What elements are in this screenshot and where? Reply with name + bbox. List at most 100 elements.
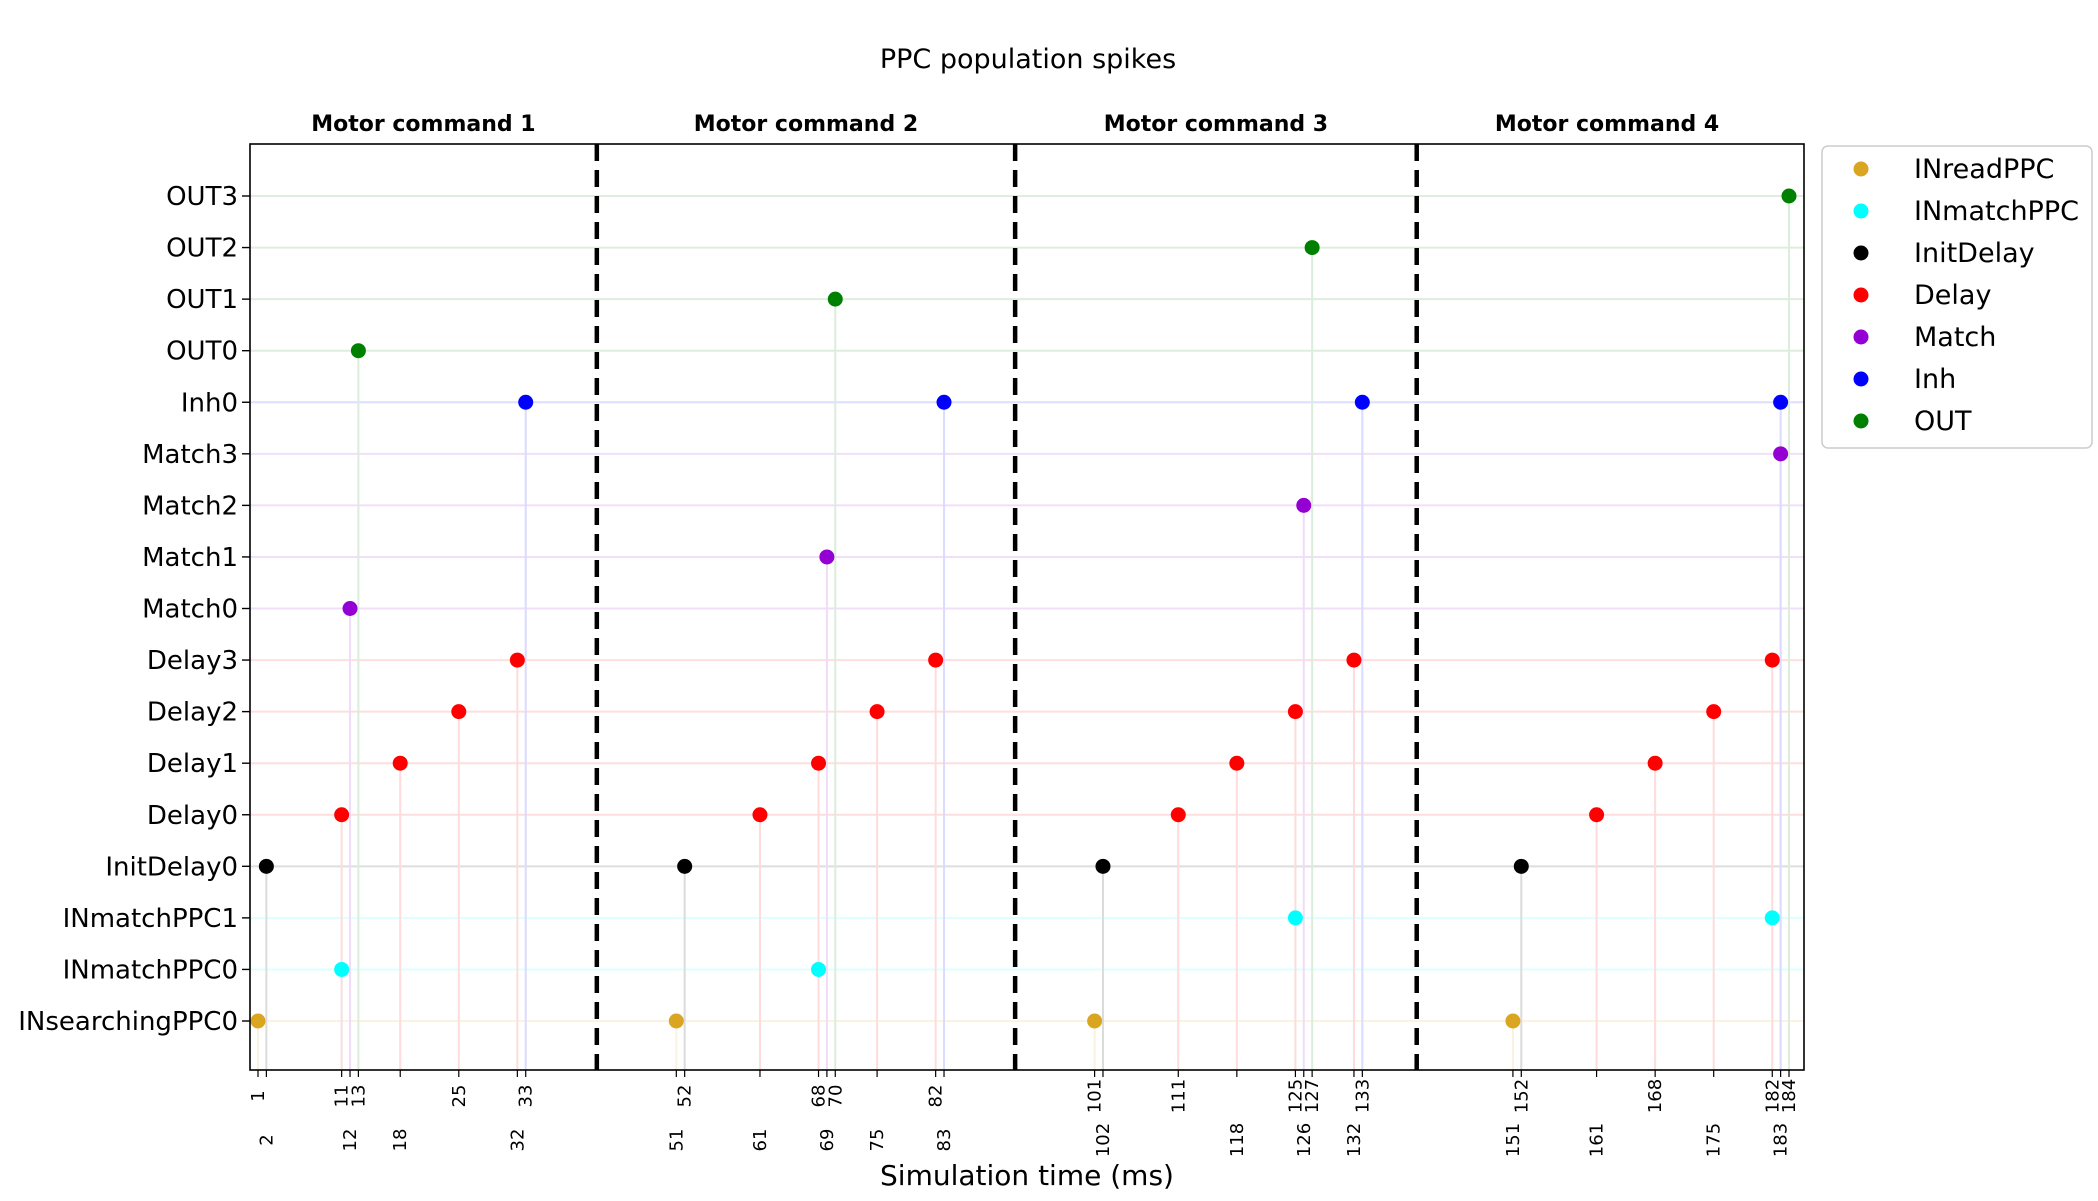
x-tick-label-133: 133 [1352, 1079, 1373, 1113]
plot-frame [249, 143, 1805, 1071]
spike-stems [257, 196, 1790, 1070]
x-tick-label-68: 68 [809, 1085, 830, 1108]
spike-out-out1-70 [827, 291, 843, 307]
y-tick-label-inmatchppc0: INmatchPPC0 [63, 955, 238, 985]
legend-label-initdelay: InitDelay [1914, 238, 2035, 269]
y-tick-label-delay1: Delay1 [147, 749, 238, 779]
x-tick-label-69: 69 [817, 1129, 838, 1152]
x-tick-label-168: 168 [1645, 1079, 1666, 1113]
y-tick-label-match3: Match3 [142, 440, 238, 470]
x-tick-label-52: 52 [675, 1085, 696, 1108]
y-tick-label-delay3: Delay3 [147, 646, 238, 676]
y-tick-label-out1: OUT1 [166, 285, 238, 315]
x-tick-label-125: 125 [1285, 1079, 1306, 1113]
legend-marker-out [1853, 413, 1869, 429]
x-tick-label-1: 1 [248, 1090, 269, 1101]
section-label-1: Motor command 1 [311, 112, 535, 137]
x-tick-label-161: 161 [1587, 1123, 1608, 1157]
spike-inh-inh0-133 [1354, 394, 1370, 410]
section-label-3: Motor command 3 [1104, 112, 1328, 137]
spike-points [250, 188, 1797, 1029]
spike-inh-inh0-33 [518, 394, 534, 410]
y-tick-label-out2: OUT2 [166, 234, 238, 264]
x-tick-label-126: 126 [1294, 1123, 1315, 1157]
y-tick-label-insearchingppc0: INsearchingPPC0 [18, 1007, 238, 1037]
spike-inreadppc-insearchingppc0-101 [1087, 1013, 1103, 1029]
y-tick-label-initdelay0: InitDelay0 [105, 852, 238, 882]
x-tick-label-51: 51 [666, 1129, 687, 1152]
x-tick-label-83: 83 [934, 1129, 955, 1152]
y-tick-label-match0: Match0 [142, 595, 238, 625]
y-tick-label-match2: Match2 [142, 491, 238, 521]
spike-match-match1-69 [819, 549, 835, 565]
x-tick-label-151: 151 [1503, 1123, 1524, 1157]
x-tick-label-33: 33 [516, 1085, 537, 1108]
y-tick-label-inh0: Inh0 [181, 388, 238, 418]
x-tick-label-11: 11 [332, 1085, 353, 1108]
spike-inmatchppc-inmatchppc1-182 [1764, 910, 1780, 926]
spike-delay-delay2-175 [1706, 704, 1722, 720]
legend-label-inmatchppc: INmatchPPC [1914, 196, 2079, 227]
spike-match-match2-126 [1296, 497, 1312, 513]
spike-inh-inh0-83 [936, 394, 952, 410]
x-tick-label-61: 61 [750, 1129, 771, 1152]
y-tick-label-delay0: Delay0 [147, 801, 238, 831]
spike-delay-delay0-161 [1589, 807, 1605, 823]
x-tick-label-101: 101 [1085, 1079, 1106, 1113]
legend-label-out: OUT [1914, 406, 1972, 437]
spike-out-out0-13 [350, 343, 366, 359]
x-tick-label-118: 118 [1227, 1123, 1248, 1157]
spike-delay-delay3-182 [1764, 652, 1780, 668]
spike-delay-delay0-61 [752, 807, 768, 823]
y-tick-label-inmatchppc1: INmatchPPC1 [63, 904, 238, 934]
spike-initdelay-initdelay0-152 [1513, 858, 1529, 874]
legend-label-delay: Delay [1914, 280, 1991, 311]
y-tick-label-delay2: Delay2 [147, 698, 238, 728]
spike-delay-delay0-11 [334, 807, 350, 823]
legend-marker-initdelay [1853, 245, 1869, 261]
spike-inh-inh0-183 [1773, 394, 1789, 410]
spike-delay-delay1-168 [1647, 755, 1663, 771]
x-tick-label-70: 70 [825, 1085, 846, 1108]
legend-label-inh: Inh [1914, 364, 1956, 395]
legend-marker-inh [1853, 371, 1869, 387]
spike-match-match3-183 [1773, 446, 1789, 462]
x-tick-label-183: 183 [1771, 1123, 1792, 1157]
legend-label-inreadppc: INreadPPC [1914, 154, 2054, 185]
x-tick-label-25: 25 [449, 1085, 470, 1108]
x-tick-label-2: 2 [256, 1134, 277, 1145]
legend-box [1821, 145, 2093, 449]
x-axis-label: Simulation time (ms) [880, 1159, 1174, 1192]
chart-title: PPC population spikes [880, 44, 1176, 75]
legend-marker-delay [1853, 287, 1869, 303]
x-tick-label-175: 175 [1704, 1123, 1725, 1157]
x-tick-label-127: 127 [1302, 1079, 1323, 1113]
y-tick-label-out0: OUT0 [166, 337, 238, 367]
x-tick-label-75: 75 [867, 1129, 888, 1152]
spike-initdelay-initdelay0-102 [1095, 858, 1111, 874]
legend-label-match: Match [1914, 322, 1996, 353]
x-tick-label-18: 18 [390, 1129, 411, 1152]
spike-inmatchppc-inmatchppc1-125 [1287, 910, 1303, 926]
section-separators [594, 144, 1419, 1070]
spike-delay-delay1-118 [1229, 755, 1245, 771]
spike-delay-delay1-68 [811, 755, 827, 771]
spike-out-out2-127 [1304, 240, 1320, 256]
spike-initdelay-initdelay0-2 [258, 858, 274, 874]
x-tick-label-184: 184 [1779, 1079, 1800, 1113]
x-tick-label-182: 182 [1762, 1079, 1783, 1113]
section-label-4: Motor command 4 [1495, 112, 1719, 137]
spike-delay-delay3-132 [1346, 652, 1362, 668]
x-tick-label-12: 12 [340, 1129, 361, 1152]
legend-marker-inreadppc [1853, 161, 1869, 177]
spike-delay-delay1-18 [392, 755, 408, 771]
spike-inreadppc-insearchingppc0-1 [250, 1013, 266, 1029]
spike-inmatchppc-inmatchppc0-11 [334, 961, 350, 977]
spike-inreadppc-insearchingppc0-151 [1505, 1013, 1521, 1029]
x-tick-label-111: 111 [1168, 1079, 1189, 1113]
x-tick-label-132: 132 [1344, 1123, 1365, 1157]
spike-delay-delay2-25 [451, 704, 467, 720]
spike-delay-delay3-32 [509, 652, 525, 668]
